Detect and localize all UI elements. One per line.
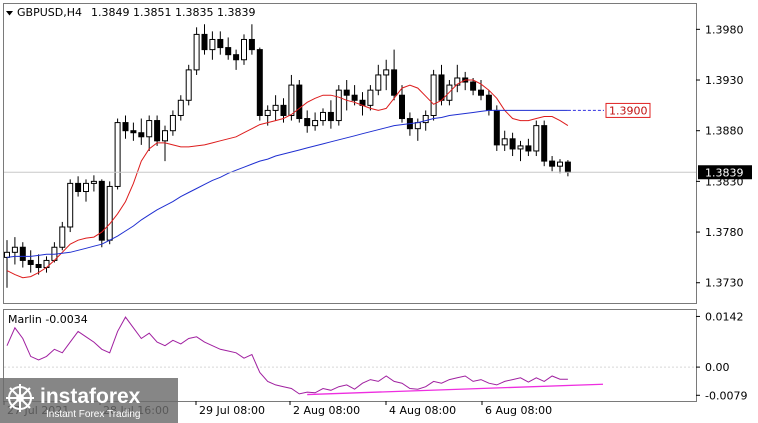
candle[interactable] — [541, 120, 548, 167]
time-tick-label: 2 Aug 08:00 — [293, 404, 360, 417]
candle[interactable] — [106, 181, 113, 245]
candle[interactable] — [98, 179, 105, 248]
instaforex-watermark: instaforex Instant Forex Trading — [0, 378, 178, 423]
candle[interactable] — [509, 132, 516, 157]
marlin-line — [6, 316, 568, 395]
time-tick-label: 29 Jul 08:00 — [199, 404, 265, 417]
ohlc-values: 1.3849 1.3851 1.3835 1.3839 — [91, 6, 255, 19]
candles-layer — [4, 24, 571, 288]
candle[interactable] — [19, 242, 26, 268]
candle[interactable] — [272, 95, 279, 121]
candle[interactable] — [320, 108, 326, 126]
candle[interactable] — [130, 122, 137, 141]
candle[interactable] — [470, 77, 477, 96]
price-levels-layer: 1.3900 — [4, 102, 696, 173]
time-tick-label: 6 Aug 08:00 — [485, 404, 552, 417]
candle[interactable] — [177, 95, 184, 121]
oscillator-layer — [4, 316, 696, 396]
candle[interactable] — [138, 118, 145, 145]
candle[interactable] — [501, 130, 508, 151]
candle[interactable] — [225, 37, 232, 60]
candle[interactable] — [217, 31, 224, 55]
candle[interactable] — [430, 69, 437, 121]
candle[interactable] — [27, 250, 34, 273]
candle[interactable] — [288, 74, 295, 121]
candle[interactable] — [533, 120, 540, 157]
candle[interactable] — [367, 85, 374, 111]
candle[interactable] — [248, 24, 255, 55]
candle[interactable] — [296, 80, 303, 123]
dropdown-triangle-icon[interactable] — [6, 11, 13, 16]
candle[interactable] — [375, 64, 382, 96]
candle[interactable] — [454, 64, 461, 93]
candle[interactable] — [114, 118, 121, 190]
slow-ma-line — [6, 109, 568, 258]
candle[interactable] — [327, 100, 334, 129]
candle[interactable] — [312, 112, 319, 131]
main-panel-frame — [3, 3, 697, 304]
price-tick-label: 1.3980 — [705, 23, 744, 36]
candle[interactable] — [493, 105, 500, 151]
indicator-panel-frame — [3, 309, 697, 402]
candle[interactable] — [201, 24, 208, 55]
candle[interactable] — [233, 49, 240, 70]
candle[interactable] — [11, 237, 18, 265]
header: GBPUSD,H4 1.3849 1.3851 1.3835 1.3839 — [6, 6, 255, 19]
watermark-brand: instaforex — [40, 385, 141, 408]
indicator-label: Marlin -0.0034 — [8, 313, 88, 326]
candle[interactable] — [517, 140, 524, 162]
candle[interactable] — [75, 176, 82, 197]
candle[interactable] — [59, 221, 66, 251]
candle[interactable] — [35, 254, 42, 275]
candle[interactable] — [146, 115, 153, 151]
moving-averages-layer — [6, 79, 569, 279]
candle[interactable] — [83, 179, 89, 202]
candle[interactable] — [549, 156, 556, 172]
candle[interactable] — [154, 115, 161, 146]
candle[interactable] — [67, 179, 74, 233]
candle[interactable] — [525, 138, 532, 157]
candle[interactable] — [256, 47, 263, 121]
candle[interactable] — [90, 175, 97, 192]
candle[interactable] — [185, 64, 192, 106]
candle[interactable] — [335, 85, 342, 126]
level-label-text: 1.3900 — [609, 104, 648, 117]
candle[interactable] — [343, 80, 350, 111]
time-tick-label: 4 Aug 08:00 — [389, 404, 456, 417]
indicator-tick-label: 0.00 — [705, 361, 730, 374]
price-tick-label: 1.3730 — [705, 277, 744, 290]
watermark-background — [0, 378, 178, 423]
candle[interactable] — [169, 110, 176, 136]
indicator-tick-label: -0.0079 — [705, 389, 747, 402]
indicator-tick-label: 0.0142 — [705, 310, 744, 323]
indicator-trendline[interactable] — [307, 383, 604, 396]
symbol-timeframe: GBPUSD,H4 — [17, 6, 82, 19]
price-tick-label: 1.3780 — [705, 226, 744, 239]
candle[interactable] — [122, 115, 129, 139]
candle[interactable] — [557, 159, 563, 174]
candle[interactable] — [241, 34, 247, 65]
candle[interactable] — [209, 31, 216, 60]
current-price-badge: 1.3839 — [698, 165, 752, 180]
price-tick-label: 1.3880 — [705, 125, 744, 138]
watermark-tagline: Instant Forex Trading — [46, 409, 141, 420]
candle[interactable] — [478, 80, 484, 101]
candle[interactable] — [391, 49, 398, 101]
current-price-label: 1.3839 — [705, 166, 744, 179]
candle[interactable] — [304, 110, 311, 133]
candle[interactable] — [193, 27, 200, 75]
instaforex-logo-icon — [6, 384, 34, 412]
level-label[interactable]: 1.3900 — [605, 102, 651, 118]
candle[interactable] — [383, 59, 390, 91]
candle[interactable] — [399, 85, 405, 123]
fast-ma-line — [6, 79, 569, 279]
price-tick-label: 1.3930 — [705, 74, 744, 87]
